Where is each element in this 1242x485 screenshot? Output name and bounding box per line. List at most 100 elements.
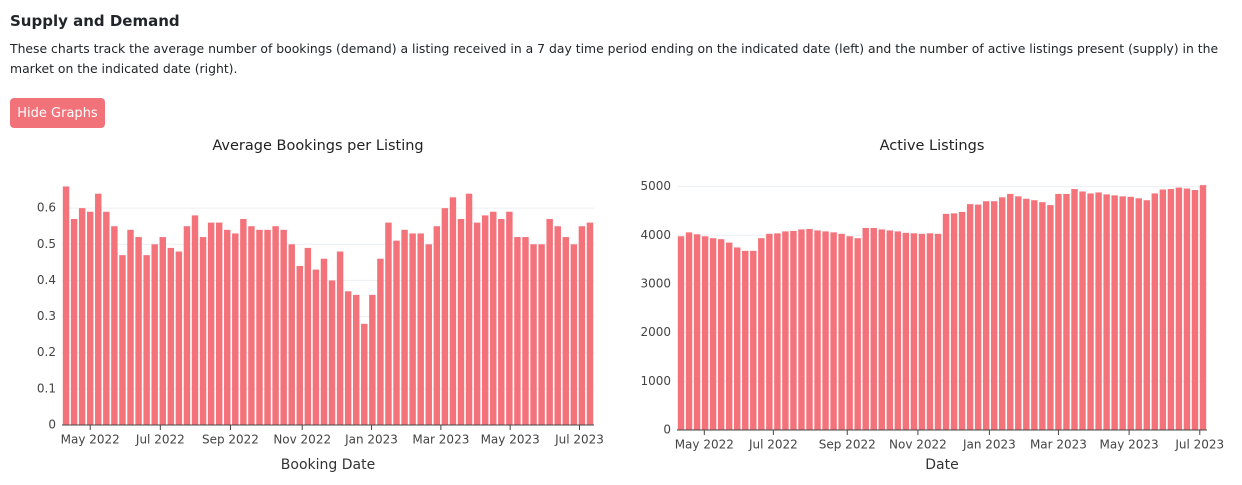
- bar: [296, 265, 304, 425]
- bar: [490, 211, 497, 425]
- bar: [894, 231, 902, 430]
- x-tick-label: Mar 2023: [1030, 438, 1087, 452]
- x-tick-label: Jan 2023: [962, 438, 1016, 452]
- bar: [361, 323, 368, 425]
- bar: [854, 238, 861, 430]
- bar: [1127, 196, 1134, 430]
- bar: [199, 237, 207, 425]
- bar: [830, 232, 837, 430]
- bar: [758, 238, 765, 430]
- bar: [766, 233, 773, 430]
- bar: [433, 226, 441, 425]
- bar: [369, 294, 376, 425]
- bar: [143, 255, 150, 425]
- bar: [1103, 194, 1110, 430]
- bar: [288, 244, 295, 425]
- bar: [127, 229, 134, 425]
- bar: [1039, 202, 1046, 430]
- bar: [135, 237, 142, 425]
- bar: [942, 213, 950, 430]
- bar: [86, 211, 94, 425]
- bar: [1119, 196, 1126, 430]
- description: These charts track the average number of…: [10, 41, 1219, 76]
- bar: [506, 211, 513, 425]
- bar: [151, 244, 158, 425]
- bar: [1095, 192, 1102, 430]
- bar: [514, 237, 521, 425]
- y-tick-label: 0.5: [37, 237, 56, 251]
- y-tick-label: 2000: [640, 325, 671, 339]
- bar: [742, 250, 749, 430]
- bar: [701, 236, 709, 430]
- bar: [910, 233, 918, 430]
- bar: [1071, 189, 1078, 430]
- hide-graphs-button[interactable]: Hide Graphs: [10, 98, 105, 128]
- x-tick-label: May 2022: [675, 438, 734, 452]
- bar: [734, 247, 741, 430]
- x-tick-label: Jul 2023: [554, 433, 604, 447]
- bar: [886, 230, 894, 430]
- y-tick-label: 5000: [640, 179, 671, 193]
- bar: [167, 247, 175, 425]
- x-tick-label: May 2022: [61, 433, 120, 447]
- bar: [1151, 193, 1159, 430]
- bar: [677, 236, 685, 430]
- bar: [119, 255, 126, 425]
- bar: [538, 244, 545, 425]
- bar: [902, 232, 910, 430]
- chart-title: Active Listings: [880, 138, 985, 154]
- bar: [481, 215, 489, 425]
- bar: [385, 222, 392, 425]
- x-tick-label: May 2023: [481, 433, 540, 447]
- bar: [1007, 193, 1014, 430]
- bar: [344, 291, 352, 425]
- bar: [578, 226, 586, 425]
- bar: [441, 208, 449, 425]
- y-tick-label: 4000: [640, 228, 671, 242]
- bar: [70, 218, 78, 425]
- x-tick-label: Sep 2022: [819, 438, 876, 452]
- bar: [312, 269, 320, 425]
- bar: [498, 218, 505, 425]
- bar: [1031, 200, 1038, 430]
- bar: [449, 197, 457, 425]
- bar: [417, 233, 424, 425]
- bar: [774, 233, 781, 430]
- bar: [1047, 205, 1054, 430]
- bar: [782, 231, 789, 430]
- bar: [790, 230, 797, 430]
- bar: [111, 226, 118, 425]
- bar: [1079, 191, 1086, 430]
- bar: [838, 233, 845, 430]
- bar: [926, 233, 934, 430]
- bar: [1191, 190, 1199, 430]
- bar: [62, 186, 70, 425]
- bar: [717, 239, 725, 430]
- bar: [725, 242, 733, 430]
- x-tick-label: Jan 2023: [344, 433, 398, 447]
- bar: [377, 258, 384, 425]
- bar: [175, 251, 183, 425]
- x-tick-label: Mar 2023: [412, 433, 469, 447]
- bar: [846, 236, 853, 430]
- x-tick-label: Jul 2022: [748, 438, 798, 452]
- bar: [328, 280, 336, 425]
- bar: [982, 201, 990, 430]
- bar: [1167, 189, 1175, 430]
- bar: [974, 204, 982, 430]
- bar: [159, 237, 166, 425]
- bar: [822, 231, 829, 430]
- bar: [232, 233, 239, 425]
- x-tick-label: Jul 2022: [135, 433, 185, 447]
- bar: [183, 226, 191, 425]
- bar: [562, 237, 570, 425]
- bar: [999, 197, 1006, 430]
- bar: [224, 229, 231, 425]
- bar: [918, 233, 926, 430]
- x-tick-label: Nov 2022: [889, 438, 947, 452]
- bar: [530, 244, 537, 425]
- bar: [465, 193, 473, 425]
- y-tick-label: 3000: [640, 276, 671, 290]
- bar: [958, 211, 966, 430]
